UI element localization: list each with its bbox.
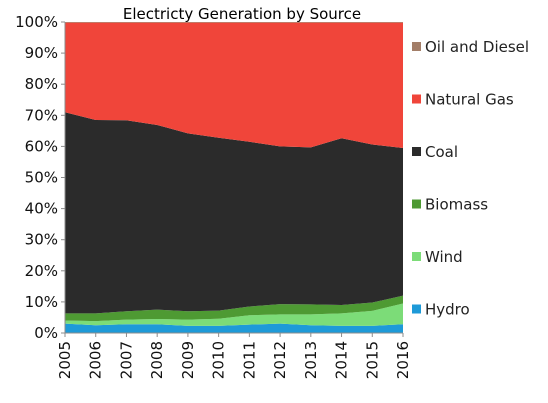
x-tick-label: 2009 — [179, 341, 197, 379]
legend-swatch-natural-gas — [412, 94, 421, 104]
legend-label-coal: Coal — [425, 143, 458, 161]
area-coal — [65, 112, 403, 314]
y-tick-label: 70% — [25, 106, 58, 124]
y-tick-label: 40% — [25, 200, 58, 218]
legend-label-wind: Wind — [425, 248, 463, 266]
area-oil-and-diesel — [65, 22, 403, 23]
y-tick-label: 0% — [34, 324, 58, 342]
area-natural-gas — [65, 22, 403, 148]
x-tick-label: 2013 — [302, 341, 320, 379]
y-tick-label: 50% — [25, 169, 58, 187]
area-series-group — [65, 22, 403, 333]
x-tick-label: 2010 — [210, 341, 228, 379]
y-tick-label: 20% — [25, 262, 58, 280]
x-tick-label: 2014 — [333, 341, 351, 379]
legend-label-biomass: Biomass — [425, 196, 488, 214]
x-tick-label: 2008 — [148, 341, 166, 379]
y-tick-label: 30% — [25, 231, 58, 249]
x-tick-label: 2007 — [117, 341, 135, 379]
x-tick-label: 2011 — [240, 341, 258, 379]
legend-swatch-biomass — [412, 199, 421, 209]
legend-label-natural-gas: Natural Gas — [425, 91, 514, 109]
legend-swatch-hydro — [412, 304, 421, 314]
area-biomass — [65, 295, 403, 322]
area-hydro — [65, 323, 403, 333]
x-tick-label: 2006 — [87, 341, 105, 379]
x-tick-label: 2016 — [394, 341, 412, 379]
y-tick-label: 100% — [15, 13, 58, 31]
axes-group: 0% 10% 20% 30% 40% 50% 60% 70% 80% 90% 100% 2005 200… — [15, 13, 412, 379]
legend: Oil and Diesel Natural Gas Coal Biomass Wind… — [412, 38, 529, 319]
legend-label-hydro: Hydro — [425, 301, 470, 319]
area-wind — [65, 303, 403, 326]
legend-swatch-wind — [412, 252, 421, 261]
x-tick-label: 2012 — [271, 341, 289, 379]
legend-swatch-oil-and-diesel — [412, 42, 421, 51]
y-tick-label: 60% — [25, 137, 58, 155]
y-tick-label: 80% — [25, 75, 58, 93]
y-tick-label: 90% — [25, 44, 58, 62]
chart-title: Electricty Generation by Source — [123, 5, 361, 23]
legend-swatch-coal — [412, 147, 421, 156]
legend-label-oil-and-diesel: Oil and Diesel — [425, 38, 529, 56]
x-tick-label: 2015 — [363, 341, 381, 379]
x-tick-label: 2005 — [56, 341, 74, 379]
y-tick-label: 10% — [25, 293, 58, 311]
